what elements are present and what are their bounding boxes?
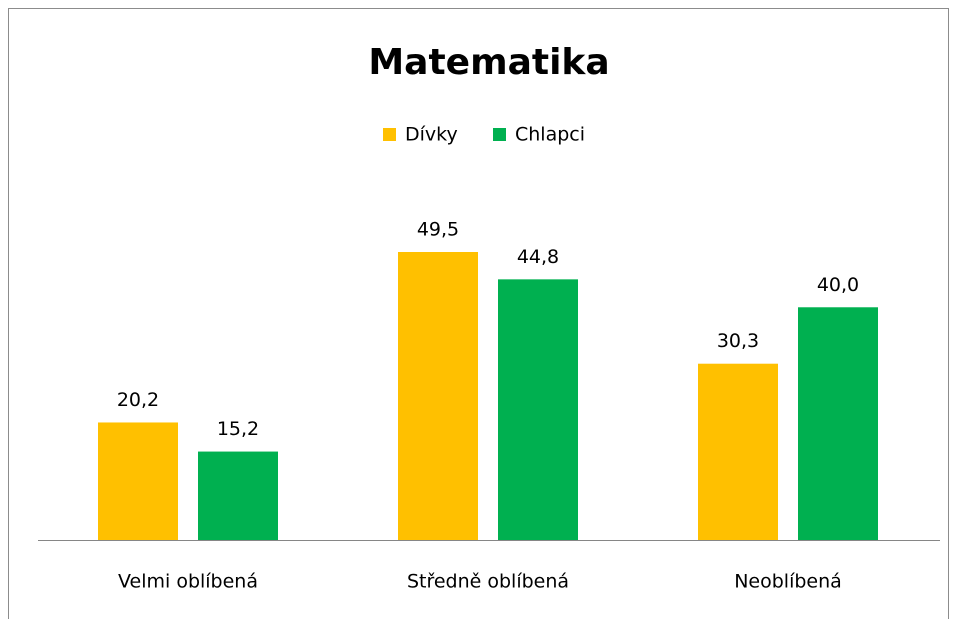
legend-label: Dívky [405,124,458,146]
data-label: 40,0 [817,274,859,296]
bar [698,363,778,540]
data-label: 49,5 [417,219,459,241]
x-tick-label: Středně oblíbená [407,571,569,593]
data-label: 15,2 [217,418,259,440]
bar [398,252,478,540]
bar [498,279,578,540]
chart-title: Matematika [368,42,609,83]
data-label: 44,8 [517,246,559,268]
data-label: 20,2 [117,389,159,411]
legend-swatch [383,128,396,141]
legend-swatch [493,128,506,141]
bar [798,307,878,540]
bar [198,451,278,540]
x-tick-label: Velmi oblíbená [118,571,258,593]
legend-label: Chlapci [515,124,585,146]
x-tick-label: Neoblíbená [734,571,842,593]
bar [98,422,178,540]
data-label: 30,3 [717,330,759,352]
